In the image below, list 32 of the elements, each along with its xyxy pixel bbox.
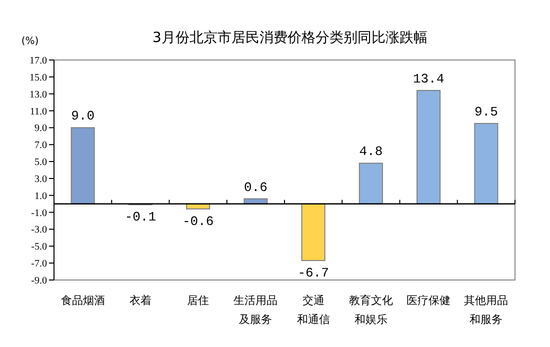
x-tick-label: 交通和通信	[296, 294, 330, 326]
data-label: -6.7	[298, 266, 329, 281]
y-tick-label: 3.0	[34, 174, 47, 185]
y-tick-label: -1.0	[31, 208, 47, 219]
y-tick-label: 7.0	[34, 140, 47, 152]
data-label: -0.6	[182, 214, 214, 229]
y-tick-label: 1.0	[34, 190, 47, 202]
y-tick-label: 15.0	[30, 72, 47, 84]
x-tick-label: 其他用品和服务	[464, 294, 508, 326]
x-tick-label: 衣着	[129, 294, 152, 307]
data-label: 4.8	[359, 144, 383, 160]
y-tick-label: -7.0	[31, 258, 47, 270]
data-label: 9.5	[474, 104, 498, 120]
y-axis-title: (%)	[21, 36, 39, 47]
data-label: 13.4	[412, 71, 444, 86]
data-label: 0.6	[244, 180, 268, 195]
x-tick-label: 教育文化和娱乐	[348, 294, 393, 326]
x-tick-label: 食品烟酒	[60, 294, 105, 307]
y-tick-label: 5.0	[34, 157, 47, 168]
data-label: -0.1	[124, 210, 156, 225]
y-tick-label: 9.0	[34, 123, 47, 134]
chart-title: 3月份北京市居民消费价格分类别同比涨跌幅	[152, 30, 428, 46]
y-tick-label: 13.0	[30, 89, 47, 100]
y-tick-label: -9.0	[31, 276, 47, 286]
x-tick-label: 医疗保健	[406, 294, 451, 307]
data-label: 9.0	[71, 108, 95, 124]
x-tick-label: 生活用品及服务	[234, 294, 278, 326]
y-tick-label: -5.0	[31, 242, 47, 253]
y-tick-label: -3.0	[31, 224, 47, 236]
y-tick-label: 17.0	[30, 56, 47, 66]
x-tick-label: 居住	[187, 294, 210, 307]
y-tick-label: 11.0	[30, 106, 47, 118]
